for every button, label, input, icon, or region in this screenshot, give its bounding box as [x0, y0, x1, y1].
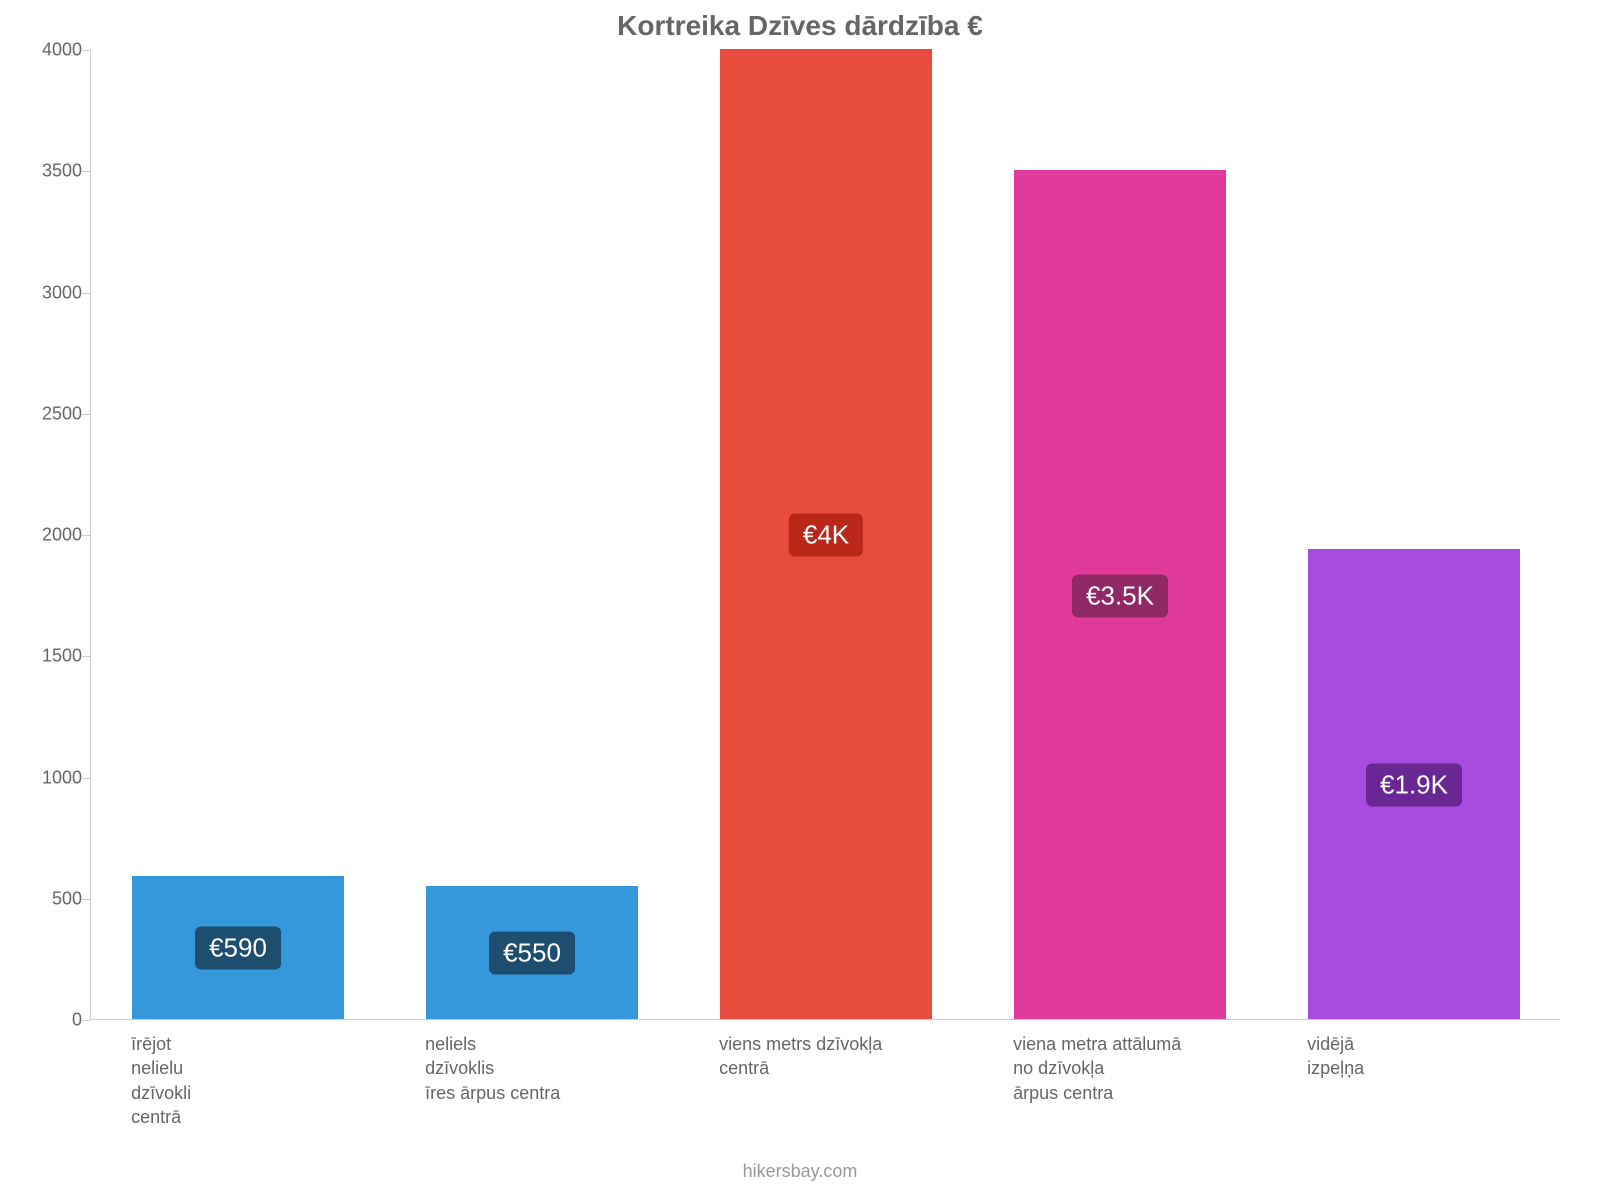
y-tick-mark	[82, 899, 90, 900]
y-tick-mark	[82, 535, 90, 536]
y-tick-mark	[82, 1020, 90, 1021]
y-tick-mark	[82, 778, 90, 779]
y-tick-mark	[82, 293, 90, 294]
y-tick-label: 3000	[0, 282, 90, 303]
y-tick-label: 500	[0, 888, 90, 909]
chart-container: Kortreika Dzīves dārdzība € 0 500 1000 1500…	[0, 0, 1600, 1200]
x-tick-label: viens metrs dzīvokļa centrā	[719, 1032, 971, 1081]
footer-text: hikersbay.com	[0, 1161, 1600, 1182]
x-tick-label: vidējā izpeļņa	[1307, 1032, 1559, 1081]
bar-value-label: €550	[489, 932, 575, 975]
chart-title: Kortreika Dzīves dārdzība €	[0, 10, 1600, 42]
y-tick-label: 0	[0, 1010, 90, 1031]
x-tick-label: viena metra attālumā no dzīvokļa ārpus c…	[1013, 1032, 1265, 1105]
bar-value-label: €590	[195, 927, 281, 970]
y-tick-mark	[82, 171, 90, 172]
y-tick-mark	[82, 414, 90, 415]
y-tick-mark	[82, 50, 90, 51]
y-tick-mark	[82, 656, 90, 657]
y-tick-label: 3500	[0, 161, 90, 182]
y-tick-label: 1500	[0, 646, 90, 667]
bar-value-label: €3.5K	[1072, 574, 1168, 617]
x-tick-label: īrējot nelielu dzīvokli centrā	[131, 1032, 383, 1129]
y-tick-label: 2000	[0, 525, 90, 546]
y-tick-label: 1000	[0, 767, 90, 788]
bar-value-label: €1.9K	[1366, 763, 1462, 806]
y-tick-label: 2500	[0, 403, 90, 424]
y-tick-label: 4000	[0, 40, 90, 61]
bar-value-label: €4K	[789, 514, 863, 557]
x-tick-label: neliels dzīvoklis īres ārpus centra	[425, 1032, 677, 1105]
plot-area: €590 €550 €4K €3.5K €1.9K	[90, 50, 1560, 1020]
